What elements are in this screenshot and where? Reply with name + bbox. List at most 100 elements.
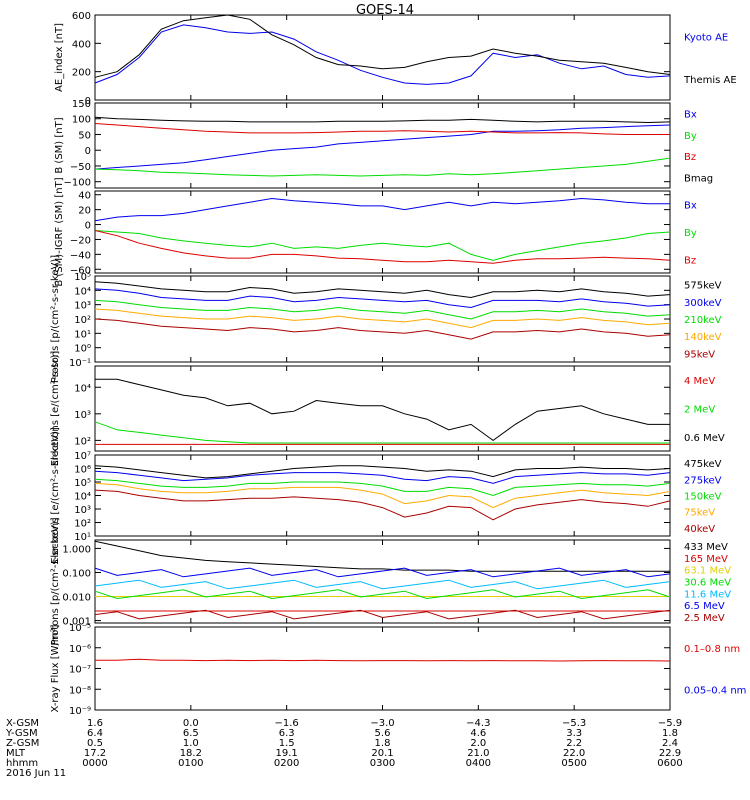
legend-protons_low-1: 300keV bbox=[684, 298, 722, 309]
y-tick-label: 0.010 bbox=[62, 593, 91, 604]
y-tick-label: 10² bbox=[74, 315, 91, 326]
series-electrons_high-2 bbox=[95, 378, 670, 442]
series-bsm-2 bbox=[94, 123, 670, 135]
legend-protons_high-2: 63.1 MeV bbox=[684, 566, 731, 577]
plot-title: GOES-14 bbox=[356, 3, 414, 18]
y-tick-label: 10¹ bbox=[74, 532, 91, 543]
series-electrons_high-1 bbox=[94, 421, 670, 444]
ephem-cell: 0.5 bbox=[87, 738, 103, 749]
panel-protons_low: 10⁻¹ 10⁰ 10¹ 10² 10³ 10⁴ 10⁵ Protons [p/(cm²-s-… bbox=[50, 255, 722, 383]
y-axis-label: Electrons [e/(cm²-s-sr)] bbox=[50, 351, 61, 467]
y-tick-label: 10⁻⁷ bbox=[69, 665, 91, 676]
ephem-cell: 0600 bbox=[657, 758, 683, 769]
ephem-cell: −1.6 bbox=[274, 718, 299, 729]
series-protons_high-5 bbox=[94, 567, 671, 578]
ephem-cell: 6.3 bbox=[278, 728, 295, 739]
series-protons_low-4 bbox=[94, 318, 671, 340]
ephem-cell: 18.2 bbox=[179, 748, 202, 759]
ephem-cell: 6.4 bbox=[87, 728, 103, 739]
legend-protons_high-5: 6.5 MeV bbox=[684, 601, 725, 612]
legend-xray-1: 0.05–0.4 nm bbox=[684, 685, 746, 696]
ephem-cell: 1.0 bbox=[182, 738, 199, 749]
legend-electrons_low-4: 40keV bbox=[684, 524, 715, 535]
panel-frame bbox=[94, 365, 671, 452]
ephem-row-label: X-GSM bbox=[6, 718, 40, 729]
ephem-cell: 0100 bbox=[178, 758, 204, 769]
y-tick-label: 150 bbox=[72, 99, 91, 110]
panel-electrons_high: 10² 10³ 10⁴ Electrons [e/(cm²-s-sr)] 4 MeV 2 … bbox=[50, 351, 725, 467]
legend-protons_high-0: 433 MeV bbox=[684, 542, 728, 553]
legend-electrons_high-0: 4 MeV bbox=[684, 376, 715, 387]
y-tick-label: 10⁴ bbox=[74, 286, 91, 297]
y-tick-label: 10⁷ bbox=[74, 451, 91, 462]
series-electrons_low-0 bbox=[94, 465, 671, 479]
legend-protons_low-2: 210keV bbox=[684, 315, 722, 326]
y-tick-label: 10⁴ bbox=[74, 383, 91, 394]
legend-protons_high-1: 165 MeV bbox=[684, 554, 728, 565]
series-electrons_low-1 bbox=[94, 470, 671, 484]
panel-bsm: −100 −50 0 50 100 150 B (SM) [nT] Bx By Bz Bmag bbox=[54, 99, 713, 189]
ephem-cell: 2.0 bbox=[470, 738, 487, 749]
y-tick-label: 10² bbox=[74, 519, 91, 530]
series-bsm-3 bbox=[94, 116, 671, 124]
legend-protons_low-4: 95keV bbox=[684, 349, 715, 360]
y-tick-label: 0 bbox=[85, 221, 91, 232]
y-tick-label: −100 bbox=[64, 178, 91, 189]
y-tick-label: 1.000 bbox=[62, 544, 91, 555]
ephem-cell: 0400 bbox=[465, 758, 492, 769]
y-axis-label: Protons [p/(cm²-s-sr-keV)] bbox=[50, 255, 61, 383]
ephem-row-label: MLT bbox=[6, 748, 25, 759]
y-tick-label: 10³ bbox=[74, 301, 91, 312]
y-axis-label: B (SM)-IGRF (SM) [nT] bbox=[54, 177, 65, 286]
ephem-cell: 0500 bbox=[561, 758, 587, 769]
y-tick-label: 10⁻⁹ bbox=[69, 706, 91, 717]
ephem-cell: −5.3 bbox=[562, 718, 587, 729]
ephem-cell: 2.2 bbox=[566, 738, 583, 749]
series-protons_low-3 bbox=[94, 308, 671, 329]
series-bsm-0 bbox=[94, 124, 671, 170]
y-axis-label: X-ray Flux [W/m²] bbox=[50, 624, 61, 712]
panel-bigrf: −60 −40 −20 0 20 40 B (SM)-IGRF (SM) [nT] Bx By B… bbox=[54, 177, 697, 286]
y-tick-label: −20 bbox=[70, 235, 91, 246]
series-protons_low-1 bbox=[94, 288, 671, 309]
y-tick-label: 0 bbox=[85, 146, 91, 157]
y-tick-label: 40 bbox=[78, 191, 91, 202]
y-tick-label: 0.001 bbox=[62, 617, 91, 628]
y-tick-label: 10⁻¹ bbox=[69, 358, 91, 369]
ephem-cell: 1.8 bbox=[374, 738, 391, 749]
y-tick-label: 100 bbox=[72, 115, 91, 126]
legend-electrons_high-2: 0.6 MeV bbox=[684, 433, 725, 444]
y-tick-label: 10⁵ bbox=[74, 478, 91, 489]
ephem-cell: 0000 bbox=[82, 758, 108, 769]
series-electrons_low-2 bbox=[94, 478, 671, 497]
y-tick-label: −50 bbox=[70, 162, 91, 173]
series-protons_high-4 bbox=[94, 579, 671, 590]
ephem-cell: 0.0 bbox=[182, 718, 199, 729]
legend-electrons_low-0: 475keV bbox=[684, 459, 722, 470]
y-tick-label: 0 bbox=[85, 96, 91, 107]
ephem-cell: 19.1 bbox=[275, 748, 298, 759]
ephem-cell: 22.0 bbox=[563, 748, 586, 759]
y-tick-label: 20 bbox=[78, 206, 91, 217]
legend-protons_low-0: 575keV bbox=[684, 281, 722, 292]
y-axis-label: Electrons [e/(cm²-s-sr-keV)] bbox=[50, 427, 61, 564]
ephem-cell: 0300 bbox=[369, 758, 396, 769]
y-axis-label: Protons [p/(cm²-s-sr-keV)] bbox=[50, 517, 61, 645]
series-protons_high-3 bbox=[94, 589, 671, 600]
y-tick-label: 10² bbox=[74, 436, 91, 447]
series-protons_high-0 bbox=[94, 540, 670, 572]
ephem-cell: 1.5 bbox=[278, 738, 295, 749]
ephem-cell: −5.9 bbox=[657, 718, 683, 729]
legend-protons_high-6: 2.5 MeV bbox=[684, 613, 725, 624]
ephem-cell: 17.2 bbox=[83, 748, 107, 759]
ephem-row-label: hhmm bbox=[6, 758, 39, 769]
legend-bigrf-1: By bbox=[684, 228, 697, 239]
ephem-cell: 1.8 bbox=[662, 728, 678, 739]
y-tick-label: 0.100 bbox=[62, 568, 91, 579]
y-axis-label: B (SM) [nT] bbox=[54, 117, 65, 173]
legend-ae-1: Themis AE bbox=[683, 75, 737, 86]
y-tick-label: 400 bbox=[72, 39, 91, 50]
